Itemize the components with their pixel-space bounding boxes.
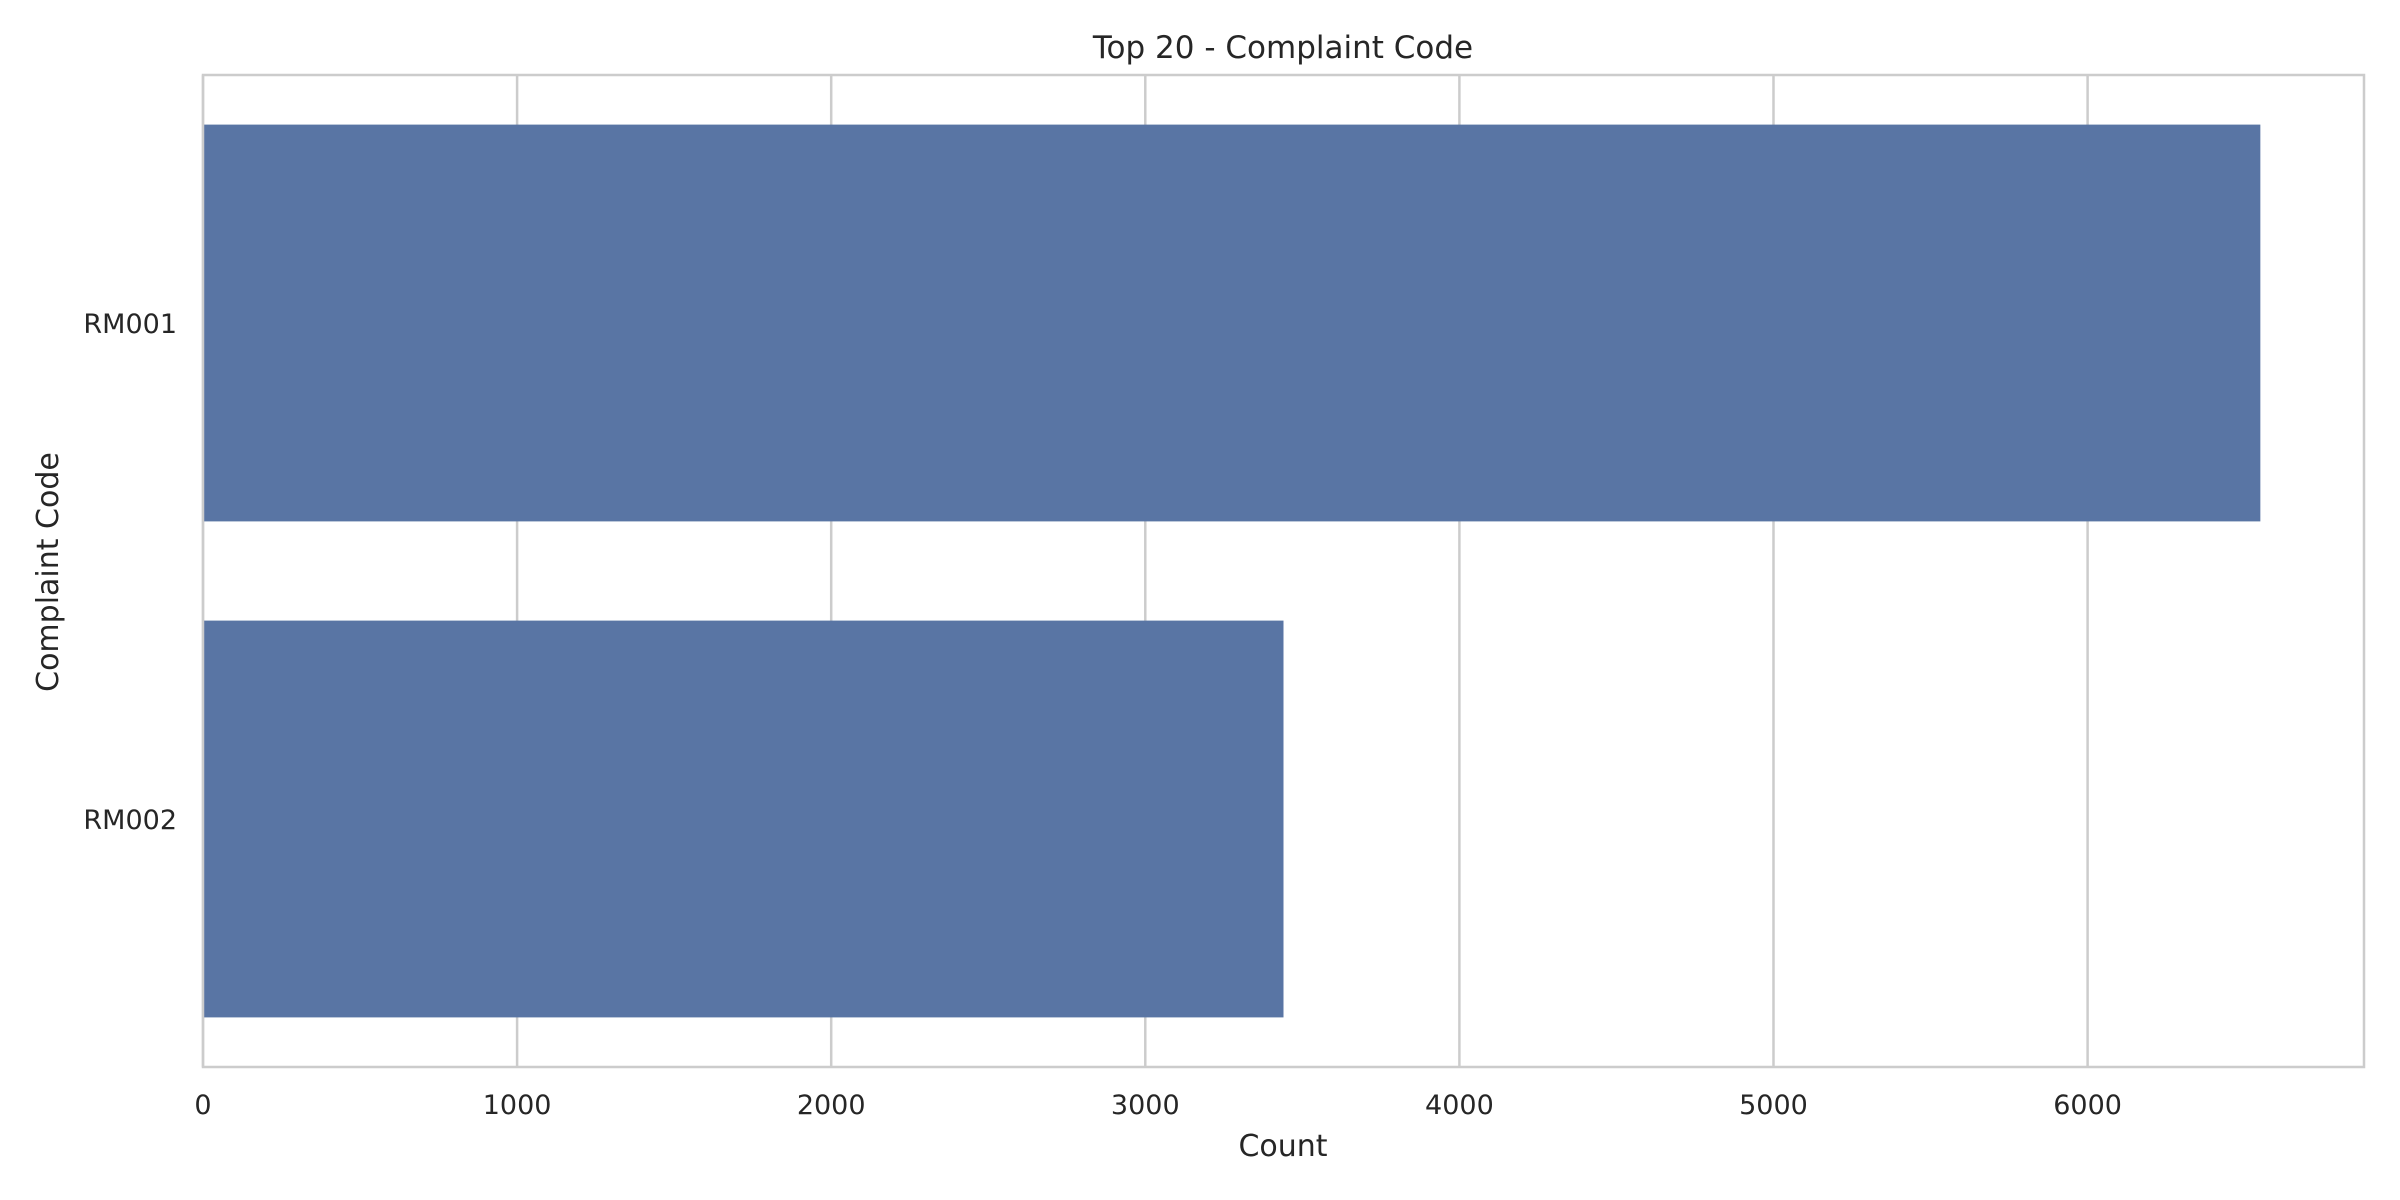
x-tick-label-3: 3000 (1111, 1090, 1180, 1121)
bar-rm002 (203, 620, 1284, 1018)
x-tick-label-1: 1000 (483, 1090, 552, 1121)
x-axis-label: Count (1238, 1129, 1327, 1164)
y-tick-label-1: RM002 (83, 805, 177, 836)
x-tick-label-0: 0 (194, 1090, 211, 1121)
y-tick-label-0: RM001 (83, 309, 177, 340)
bars (203, 124, 2261, 1018)
y-axis-label: Complaint Code (31, 452, 66, 692)
chart-title: Top 20 - Complaint Code (1092, 30, 1473, 66)
x-tick-label-5: 5000 (1739, 1090, 1808, 1121)
bar-rm001 (203, 124, 2261, 522)
plot-frame (201, 73, 2366, 1069)
x-tick-label-2: 2000 (797, 1090, 866, 1121)
x-ticks: 0 1000 2000 3000 4000 5000 6000 (194, 1090, 2122, 1121)
y-categories: RM001 RM002 (83, 309, 177, 836)
x-tick-label-6: 6000 (2053, 1090, 2122, 1121)
x-tick-label-4: 4000 (1425, 1090, 1494, 1121)
